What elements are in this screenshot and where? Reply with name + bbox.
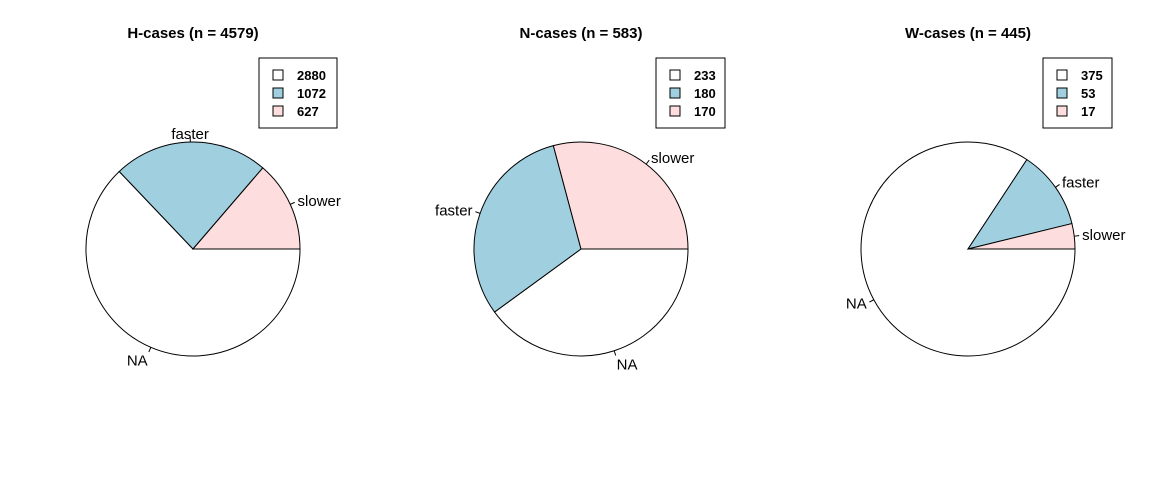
slice-label: NA [127,353,148,370]
slice-label-tick [1074,235,1080,237]
slice-label: slower [298,193,341,210]
legend-label: 17 [1081,104,1095,119]
pie-panel-w-cases: W-cases (n = 445) NA faster slower 375 53 … [846,25,1126,357]
slice-label: faster [171,126,209,143]
slice-label-tick [290,201,296,205]
legend-box [655,57,726,129]
slice-label: NA [846,296,867,313]
slice-label: faster [435,203,473,220]
legend-label: 627 [297,104,319,119]
slice-label-tick [1055,184,1060,188]
legend-swatch [1056,69,1068,81]
chart-title: H-cases (n = 4579) [127,25,258,42]
slice-label-tick [645,159,650,165]
legend-box [258,57,338,129]
legend-swatch [669,69,681,81]
slice-label: slower [651,150,694,167]
legend-label: 1072 [297,86,326,101]
pie-slice-slower [967,222,1076,250]
legend: 2880 1072 627 [258,57,338,129]
pie-slice-na [85,170,301,357]
legend-swatch [1056,105,1068,117]
legend-swatch [1056,87,1068,99]
pie-slice-slower [552,141,689,250]
slice-label: faster [1062,175,1100,192]
legend-swatch [669,105,681,117]
slice-label: slower [1082,227,1125,244]
slice-label-tick [613,350,617,356]
legend-box [1042,57,1113,129]
pie-slice-slower [191,167,301,250]
legend-label: 180 [694,86,716,101]
slice-label: NA [617,356,638,373]
pie-panel-h-cases: H-cases (n = 4579) NA faster slower 2880 1… [85,25,341,370]
legend-swatch [669,87,681,99]
legend-label: 233 [694,68,716,83]
legend: 375 53 17 [1042,57,1113,129]
legend-swatch [272,69,284,81]
pie-slice-faster [473,145,582,313]
legend-label: 2880 [297,68,326,83]
legend: 233 180 170 [655,57,726,129]
legend-swatch [272,105,284,117]
legend-swatch [272,87,284,99]
slice-label-tick [148,347,152,353]
legend-label: 53 [1081,86,1095,101]
chart-title: N-cases (n = 583) [520,25,643,42]
slice-label-tick [475,211,481,214]
pie-panel-n-cases: N-cases (n = 583) NA faster slower 233 180… [435,25,726,373]
legend-label: 170 [694,104,716,119]
legend-label: 375 [1081,68,1103,83]
pie-slice-faster [118,141,264,250]
slice-label-tick [869,299,875,303]
chart-title: W-cases (n = 445) [905,25,1031,42]
